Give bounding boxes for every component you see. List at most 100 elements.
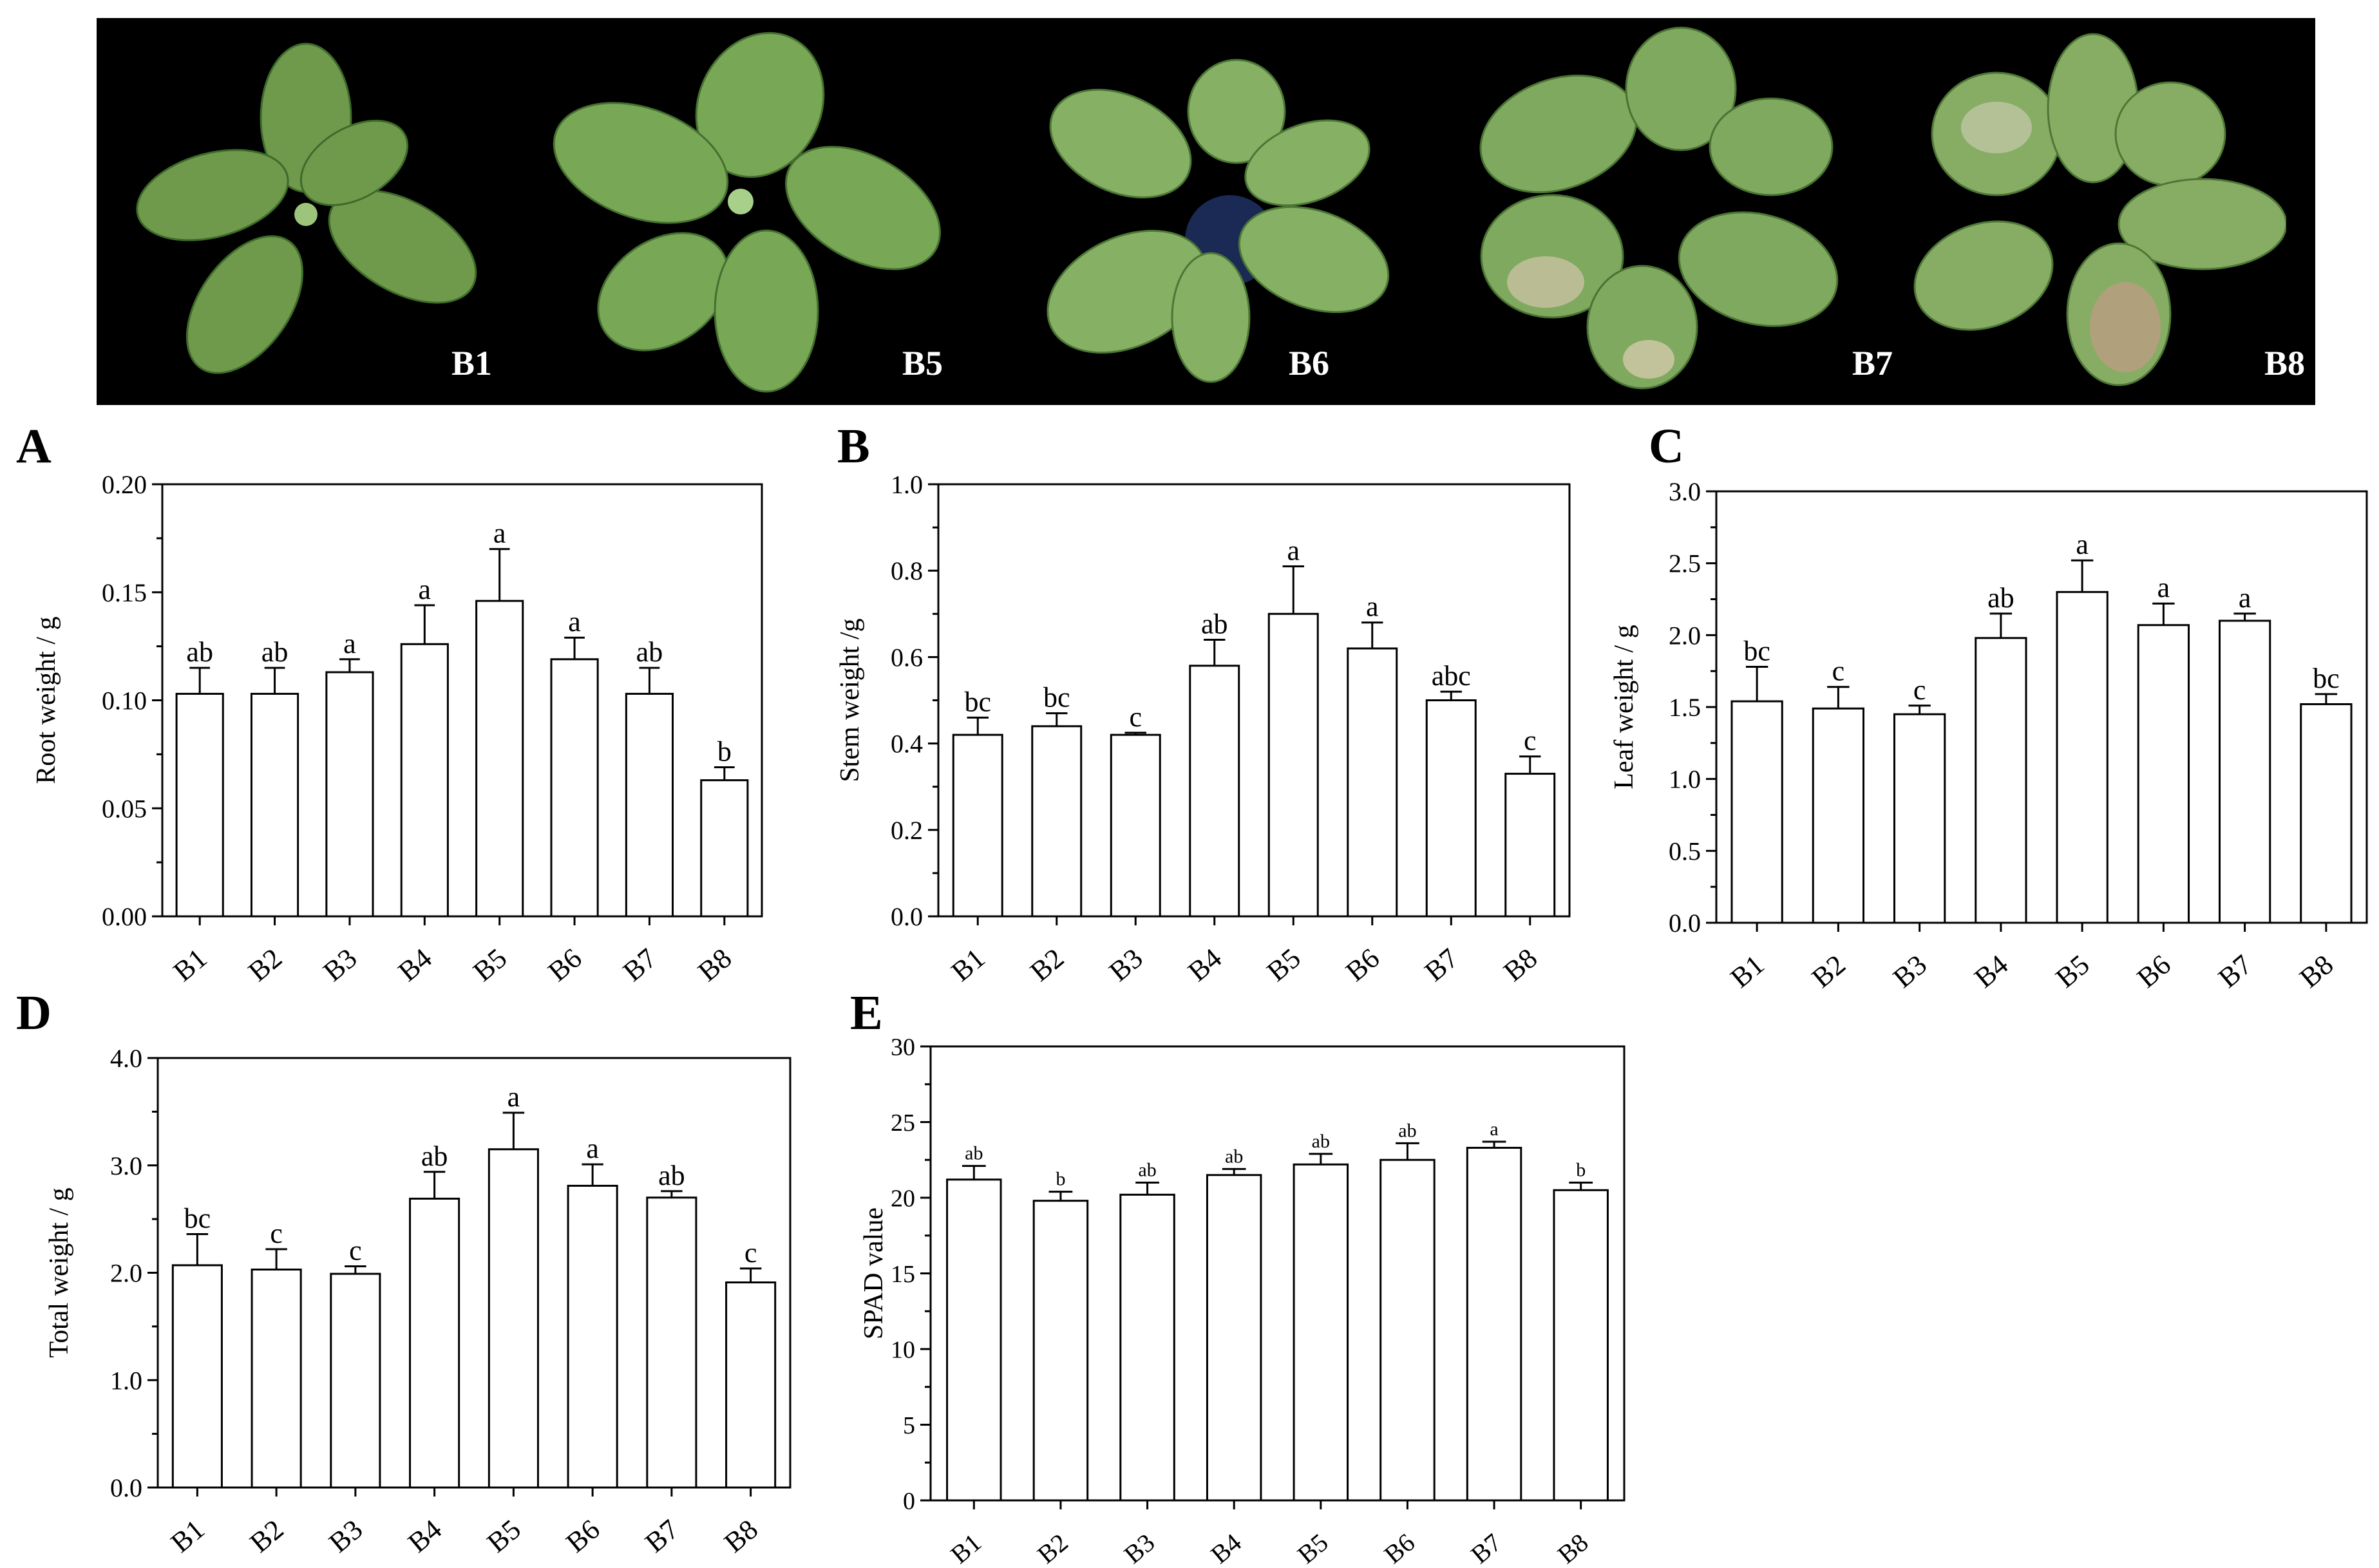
panel-e-ytick-label: 0: [903, 1488, 915, 1515]
panel-e-xtick-label: B8: [1552, 1527, 1594, 1568]
panel-d-sig-letter: c: [744, 1237, 757, 1269]
panel-e-ytick-label: 25: [891, 1110, 915, 1137]
panel-e-bar: [946, 1178, 1002, 1502]
panel-b-sig-letter: c: [1524, 725, 1537, 757]
panel-d-bar: [409, 1197, 460, 1489]
panel-b-xtick-label: B4: [1182, 942, 1227, 988]
panel-d-bar: [330, 1272, 381, 1489]
panel-a-bar: [250, 692, 299, 918]
panel-c-sig-letter: bc: [1743, 635, 1770, 666]
panel-c-xtick-label: B3: [1887, 949, 1933, 994]
panel-e-xtick-label: B5: [1292, 1527, 1334, 1568]
panel-d-sig-letter: c: [270, 1218, 283, 1249]
panel-a-bar: [175, 692, 224, 918]
panel-a-xtick-label: B8: [692, 942, 737, 988]
panel-e-xtick-label: B7: [1465, 1527, 1507, 1568]
panel-a-ytick-label: 0.05: [102, 794, 147, 823]
panel-a-xtick-label: B5: [467, 942, 513, 988]
panel-b-sig-letter: bc: [1043, 682, 1070, 713]
panel-e-sig-letter: ab: [1312, 1131, 1330, 1152]
plant-photo-b5: [553, 32, 941, 393]
panel-b-ytick-label: 0.4: [891, 730, 923, 759]
panel-a-sig-letter: a: [568, 606, 581, 638]
panel-e-bar: [1119, 1193, 1175, 1502]
panel-b-bar: [1189, 665, 1240, 918]
panel-d-bar: [646, 1196, 697, 1489]
panel-e-xtick-label: B4: [1205, 1527, 1247, 1568]
panel-d-sig-letter: c: [349, 1234, 362, 1266]
panel-c-ytick-label: 0.5: [1669, 836, 1701, 865]
panel-b-xtick-label: B2: [1024, 942, 1070, 988]
panel-a-bar: [700, 779, 749, 918]
panel-a-bar: [550, 658, 599, 918]
panel-b-ylabel: Stem weight /g: [835, 618, 865, 782]
panel-d-ytick-label: 1.0: [110, 1366, 142, 1395]
panel-c-xtick-label: B5: [2050, 949, 2096, 994]
panel-e-bar: [1293, 1163, 1349, 1502]
panel-c-ylabel: Leaf weight / g: [1609, 625, 1639, 789]
panel-d-xtick-label: B7: [639, 1513, 685, 1559]
panel-c-xtick-label: B8: [2293, 949, 2339, 994]
panel-c-bar: [2218, 619, 2271, 924]
panel-d-ytick-label: 2.0: [110, 1259, 142, 1288]
panel-d-bar: [567, 1184, 618, 1489]
panel-a-ylabel: Root weight / g: [32, 616, 61, 784]
panel-a-ytick-label: 0.00: [102, 902, 147, 931]
panel-a-sig-letter: ab: [186, 636, 213, 668]
photo-label-b6: B6: [1285, 343, 1334, 383]
panel-c-sig-letter: c: [1832, 656, 1845, 687]
plant-photo-b6: [1047, 59, 1390, 383]
panel-c-xtick-label: B6: [2131, 949, 2177, 994]
panel-b-sig-letter: bc: [964, 686, 991, 717]
panel-b-ytick-label: 1.0: [891, 470, 923, 499]
panel-d-sig-letter: a: [586, 1133, 599, 1164]
panel-b-sig-letter: c: [1129, 701, 1142, 733]
photo-label-b7: B7: [1848, 343, 1897, 383]
panel-d-xtick-label: B1: [165, 1513, 211, 1559]
panel-a-sig-letter: ab: [261, 636, 289, 668]
panel-d-xtick-label: B3: [323, 1513, 368, 1559]
panel-d-xtick-label: B5: [481, 1513, 527, 1559]
panel-c-ytick-label: 0.0: [1669, 909, 1701, 938]
panel-d-xtick-label: B8: [718, 1513, 764, 1559]
panel-c-bar: [1730, 700, 1783, 924]
panel-b-bar: [1031, 725, 1083, 918]
panel-e-xtick-label: B6: [1379, 1527, 1421, 1568]
panel-a-bar: [625, 692, 674, 918]
panel-e-bar: [1466, 1146, 1522, 1502]
panel-a-sig-letter: a: [343, 628, 356, 659]
panel-a-xtick-label: B7: [617, 942, 663, 988]
panel-e-xtick-label: B2: [1032, 1527, 1074, 1568]
panel-d-bar: [171, 1264, 223, 1489]
photo-label-b8: B8: [2261, 343, 2309, 383]
panel-e-ytick-label: 10: [891, 1336, 915, 1363]
panel-b-bar: [952, 733, 1003, 918]
panel-e-sig-letter: ab: [1398, 1120, 1416, 1141]
panel-a-bar: [325, 671, 374, 918]
panel-b-sig-letter: abc: [1432, 660, 1471, 692]
panel-d-xtick-label: B2: [244, 1513, 290, 1559]
panel-e-sig-letter: b: [1576, 1160, 1586, 1181]
plant-photo-b7: [1479, 26, 1839, 390]
panel-d-xtick-label: B6: [560, 1513, 606, 1559]
panel-d-bar: [488, 1148, 539, 1489]
panel-a-ytick-label: 0.20: [102, 470, 147, 499]
panel-b-bar: [1347, 647, 1398, 918]
panel-c-ytick-label: 2.5: [1669, 549, 1701, 578]
panel-e-bar: [1206, 1174, 1262, 1502]
panel-a-ytick-label: 0.15: [102, 578, 147, 607]
panel-letter-b: B: [837, 419, 870, 473]
panel-e-bar: [1553, 1189, 1609, 1502]
panel-e-ytick-label: 20: [891, 1185, 915, 1212]
panel-letter-d: D: [16, 986, 52, 1040]
panel-b-bar: [1425, 699, 1477, 918]
panel-a-sig-letter: a: [419, 574, 431, 605]
panel-e-sig-letter: a: [1490, 1119, 1498, 1140]
panel-e-sig-letter: ab: [1225, 1146, 1243, 1167]
panel-b-ytick-label: 0.6: [891, 643, 923, 672]
panel-e-bar: [1032, 1200, 1089, 1502]
panel-d-sig-letter: ab: [658, 1160, 685, 1191]
panel-b-sig-letter: a: [1287, 534, 1300, 566]
panel-a-sig-letter: a: [493, 518, 506, 549]
panel-e-xtick-label: B1: [945, 1527, 987, 1568]
